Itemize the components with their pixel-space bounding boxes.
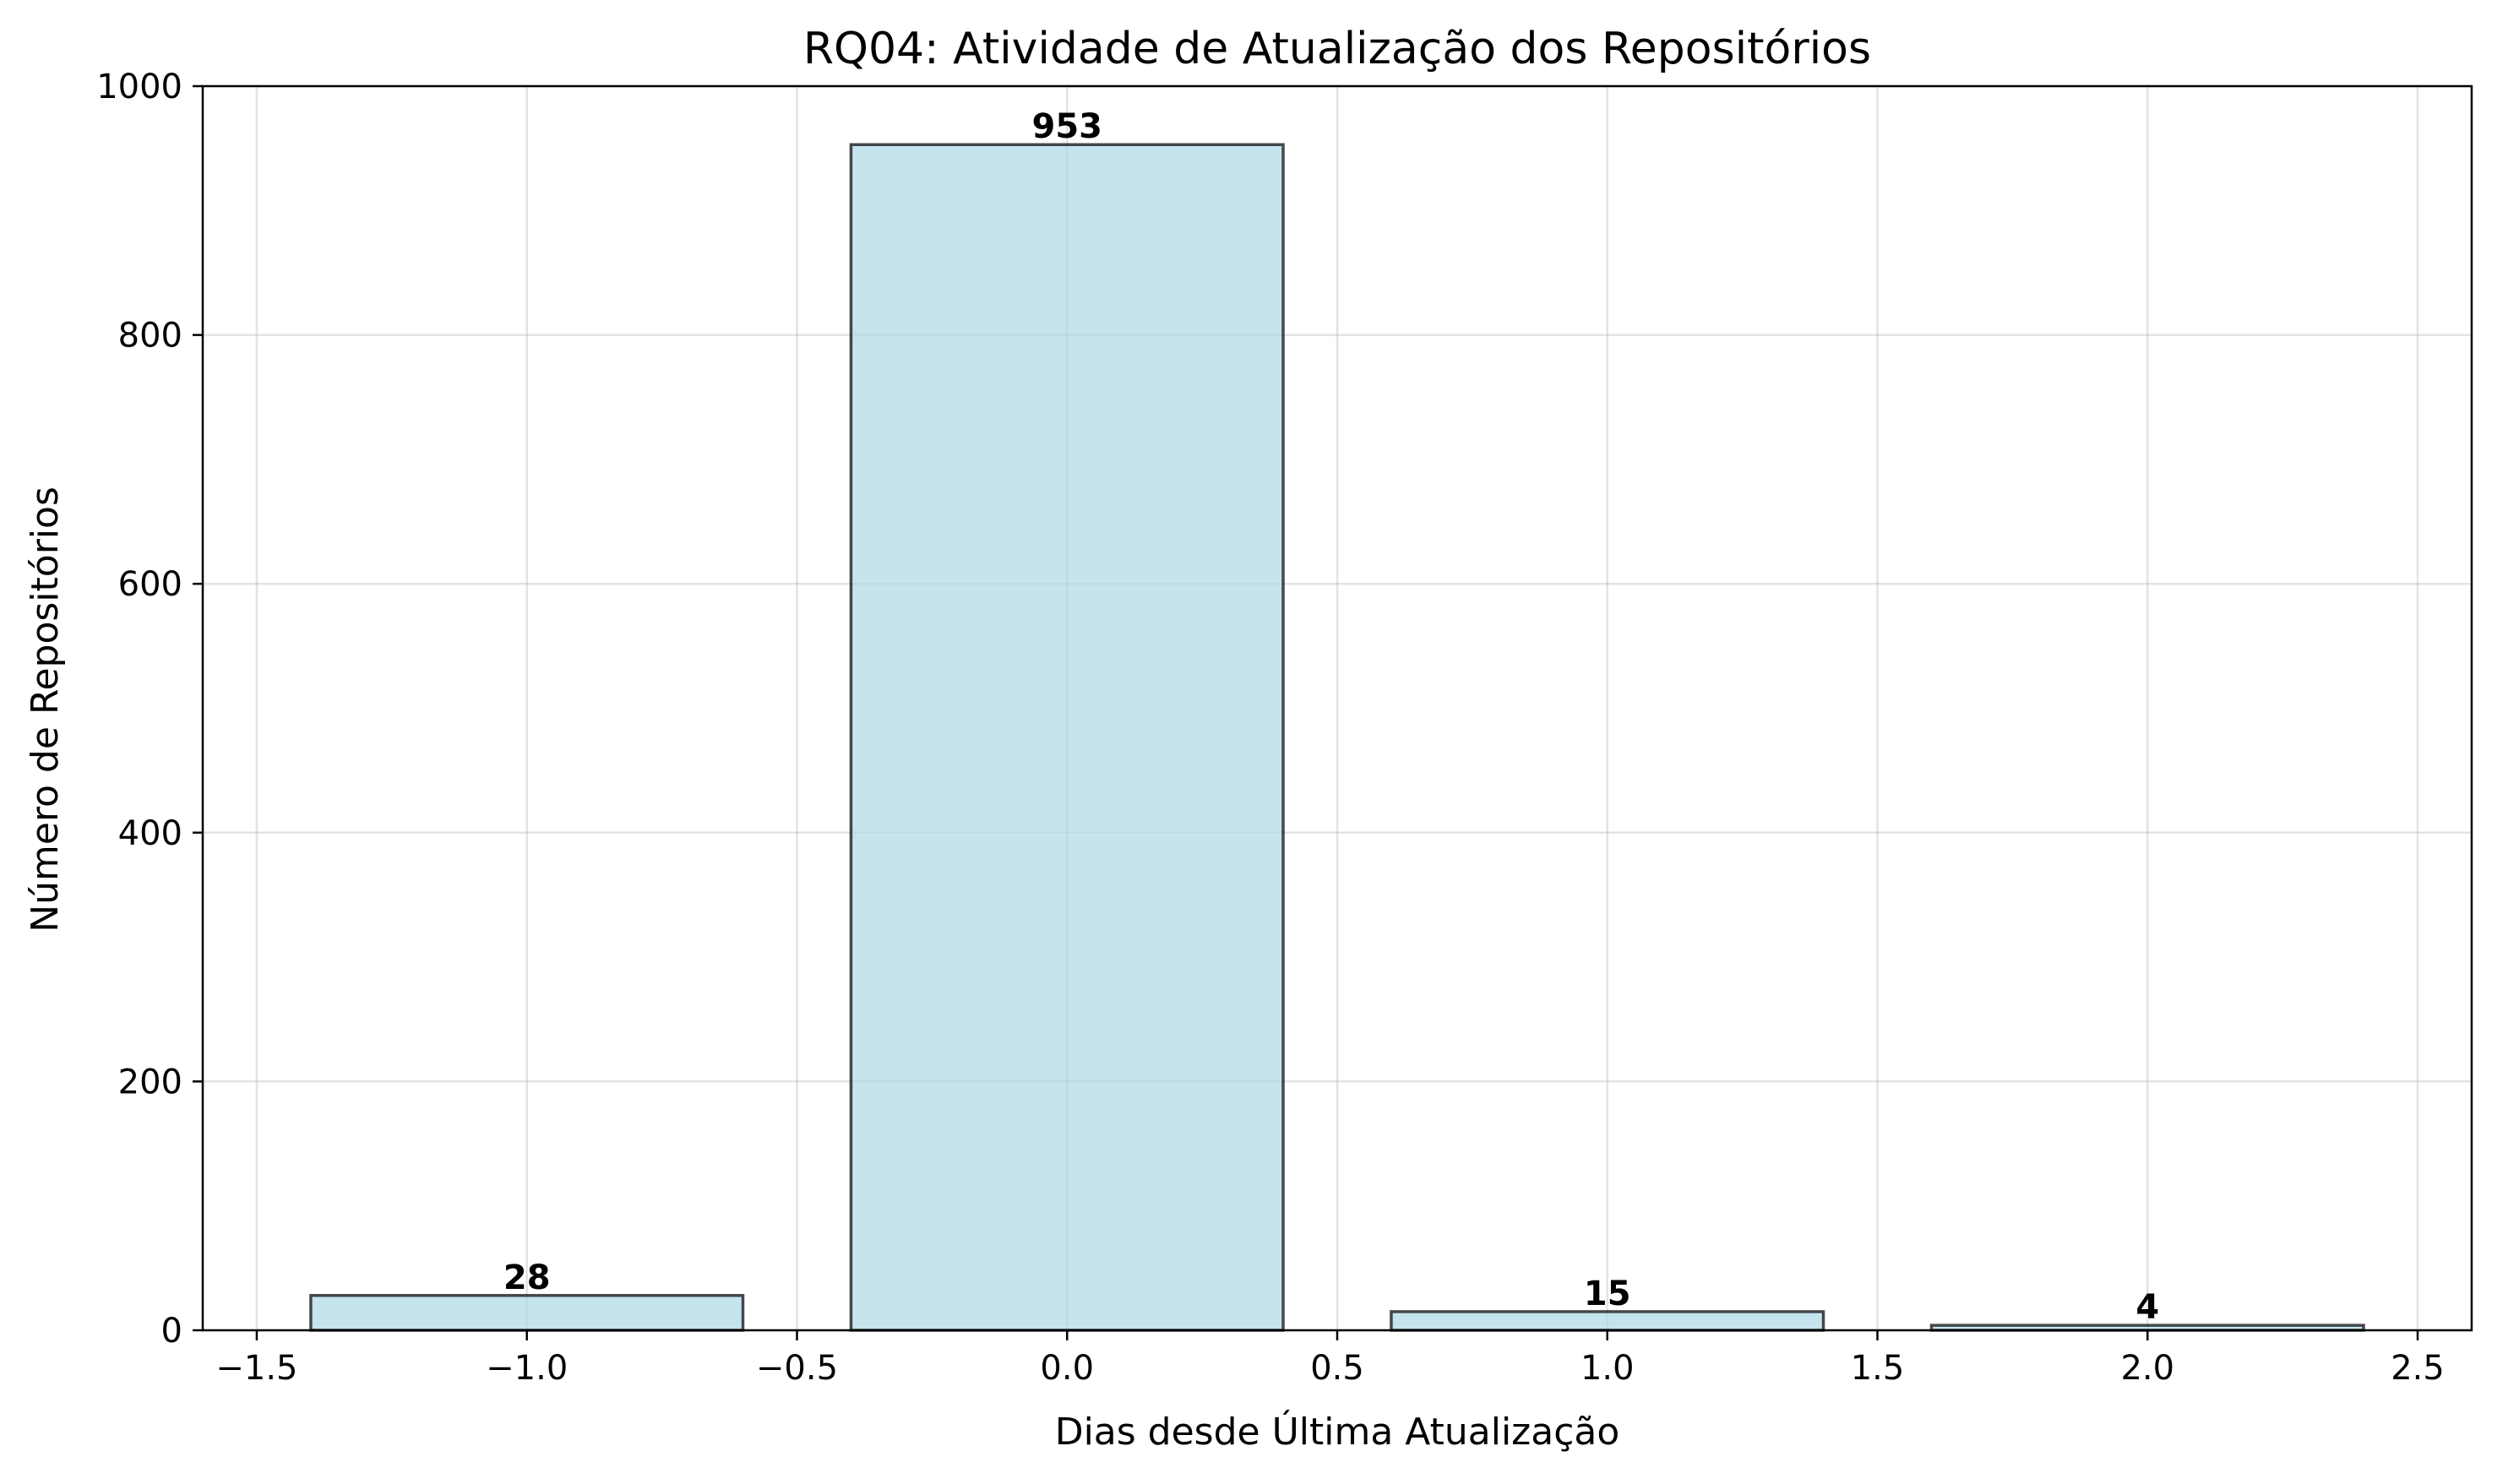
x-tick-label: 0.0 [1040, 1349, 1094, 1388]
bar-value-label: 4 [2135, 1288, 2159, 1327]
y-axis-label: Número de Repositórios [24, 487, 67, 932]
x-tick-label: 1.5 [1851, 1349, 1905, 1388]
bar [309, 1294, 745, 1332]
chart-title: RQ04: Atividade de Atualização dos Repos… [803, 24, 1871, 74]
bar [1390, 1310, 1825, 1332]
x-tick-label: 0.5 [1310, 1349, 1364, 1388]
x-tick-label: −1.0 [486, 1349, 568, 1388]
bar-value-labels: 28 953 15 4 [503, 107, 2159, 1327]
x-axis-label: Dias desde Última Atualização [1055, 1409, 1620, 1454]
y-tick-label: 600 [118, 565, 182, 604]
bars [309, 143, 2365, 1332]
x-tick-label: 2.5 [2391, 1349, 2445, 1388]
bar [849, 143, 1285, 1332]
y-tick-label: 1000 [96, 68, 182, 106]
y-tick-label: 400 [118, 814, 182, 853]
x-tick-label: 2.0 [2120, 1349, 2174, 1388]
x-tick-label: −1.5 [215, 1349, 297, 1388]
x-tick-label: 1.0 [1580, 1349, 1635, 1388]
bar-value-label: 15 [1584, 1275, 1631, 1313]
axis-ticks: −1.5 −1.0 −0.5 0.0 0.5 1.0 1.5 2.0 2.5 0 200 400 600… [96, 68, 2445, 1388]
y-tick-label: 200 [118, 1063, 182, 1101]
bar-value-label: 28 [503, 1258, 551, 1297]
y-tick-label: 800 [118, 317, 182, 356]
bar-value-label: 953 [1031, 107, 1102, 146]
x-tick-label: −0.5 [756, 1349, 838, 1388]
y-tick-label: 0 [161, 1312, 182, 1351]
grid [203, 84, 2472, 1332]
